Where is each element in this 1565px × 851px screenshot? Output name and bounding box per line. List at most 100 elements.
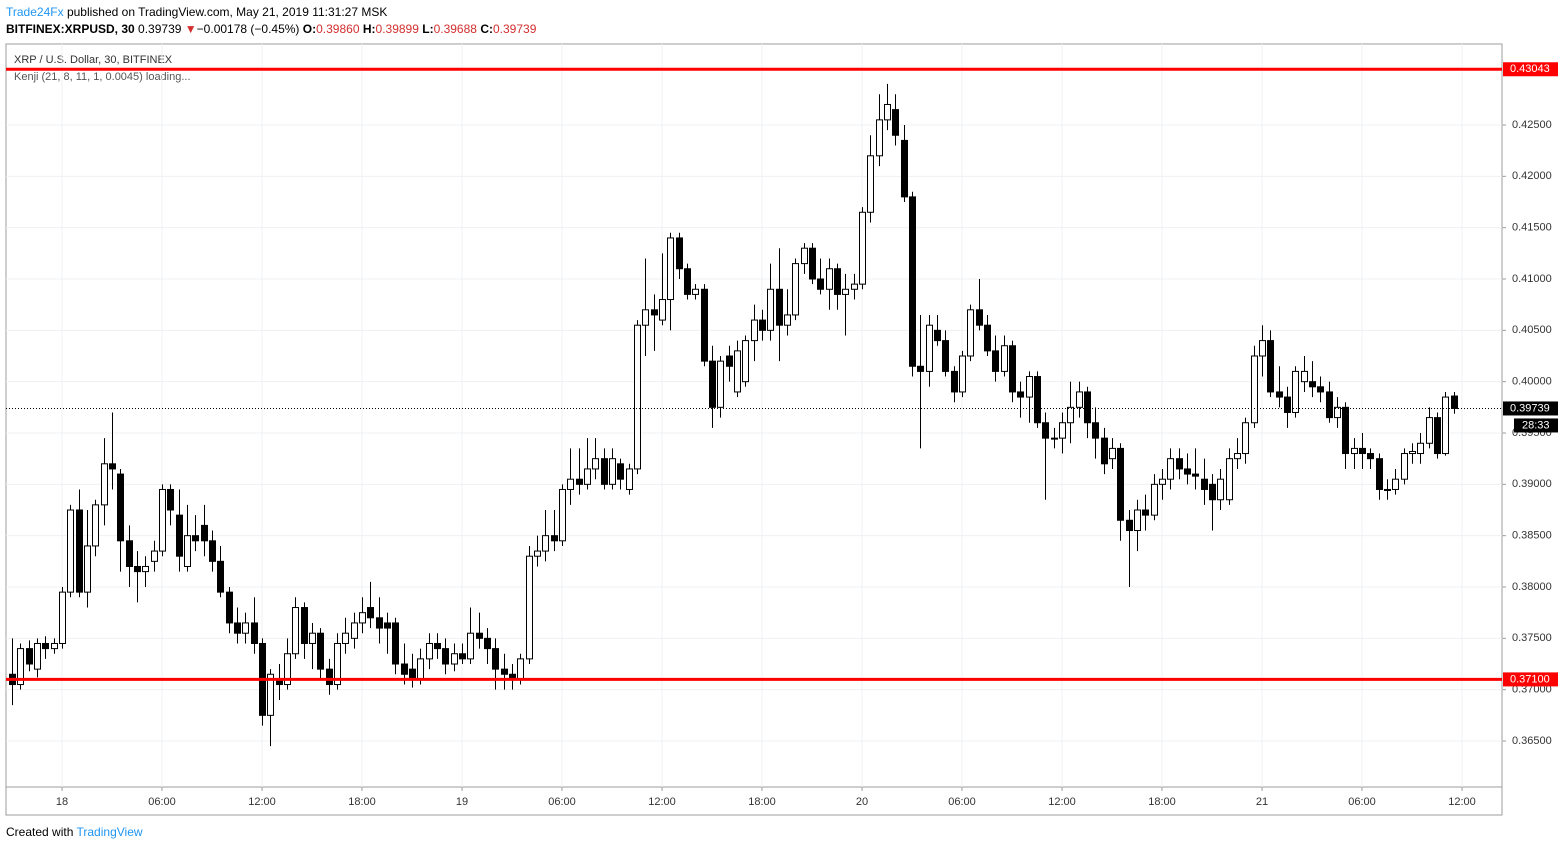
candle-body [642,309,649,326]
candle-body [884,103,891,121]
candle-body [992,350,999,372]
candle-body [526,555,533,660]
candle-body [476,632,483,639]
candle-body [1201,478,1208,490]
candle-body [1384,488,1391,491]
candle-body [26,648,33,665]
candle-body [851,283,858,290]
candle-body [126,540,133,567]
candle-body [467,632,474,660]
created: Created with [6,825,74,839]
candle-body [1326,391,1333,419]
candle-body [1242,422,1249,455]
candle-body [617,463,624,480]
candle-body [742,340,749,383]
candle-body [517,658,524,680]
candle-body [117,473,124,542]
y-tick-label: 0.36500 [1512,735,1552,747]
x-tick-label: 06:00 [148,796,176,808]
candle-body [1251,355,1258,424]
candle-body [1084,391,1091,424]
l-label: L: [422,22,434,36]
candle-body [842,288,849,295]
level-label-bg [1503,672,1558,687]
candle-body [751,319,758,342]
candle-body [76,509,83,593]
c: 0.39739 [492,22,537,36]
x-tick-label: 18:00 [1148,796,1176,808]
candle-body [442,648,449,665]
candle-body [1067,406,1074,424]
publish-line: Trade24Fx published on TradingView.com, … [6,4,536,21]
candle-body [142,565,149,573]
candle-body [1317,386,1324,393]
candle-body [1401,453,1408,480]
candle-body [326,668,333,686]
o: 0.39860 [316,22,360,36]
candle-body [709,360,716,408]
candle-body [1226,458,1233,501]
candle-body [1376,458,1383,490]
candle-body [1101,437,1108,465]
candle-body [1409,450,1416,455]
candle-body [901,139,908,198]
x-tick-label: 06:00 [548,796,576,808]
candle-body [1284,396,1291,413]
candle-body [834,268,841,295]
candle-body [301,607,308,644]
candle-body [576,478,583,485]
candle-body [1159,478,1166,485]
candle-body [534,550,541,557]
x-tick-label: 18:00 [748,796,776,808]
candle-body [1001,345,1008,372]
candle-body [1176,458,1183,470]
candle-body [1184,468,1191,475]
candle-body [1059,422,1066,439]
candle-body [1126,519,1133,532]
candle-body [1451,395,1458,409]
candle-body [392,622,399,665]
candle-body [984,324,991,352]
candle-body [859,211,866,285]
y-tick-label: 0.40500 [1512,324,1552,336]
candle-body [101,463,108,506]
candle-body [1092,422,1099,439]
candle-body [959,355,966,393]
candle-body [626,468,633,490]
candle-body [226,591,233,624]
y-tick-label: 0.38500 [1512,530,1552,542]
candle-body [284,653,291,686]
candle-body [217,560,224,593]
candle-body [159,488,166,552]
candle-body [1367,453,1374,460]
candle-body [909,196,916,367]
x-tick-label: 19 [456,796,468,808]
candle-body [1309,381,1316,388]
candle-body [1134,509,1141,532]
candle-body [1042,422,1049,439]
candle-body [717,360,724,408]
candle-body [684,268,691,295]
symbol: BITFINEX:XRPUSD, 30 [6,22,135,36]
candle-body [167,488,174,511]
candle-body [417,658,424,680]
candle-body [551,535,558,542]
candle-body [967,309,974,357]
candle-body [109,463,116,470]
y-tick-label: 0.37500 [1512,632,1552,644]
brand[interactable]: TradingView [76,825,143,839]
candle-body [1217,478,1224,501]
candle-body [926,324,933,372]
candle-body [584,468,591,485]
candle-body [267,673,274,716]
candle-body [192,535,199,542]
grid [6,44,1502,787]
candle-body [17,648,24,686]
candle-body [492,648,499,670]
y-tick-label: 0.41500 [1512,222,1552,234]
candle-body [84,545,91,593]
author[interactable]: Trade24Fx [6,5,64,19]
x-tick-label: 21 [1256,796,1268,808]
candle-body [1076,391,1083,408]
countdown-bg [1514,418,1558,433]
